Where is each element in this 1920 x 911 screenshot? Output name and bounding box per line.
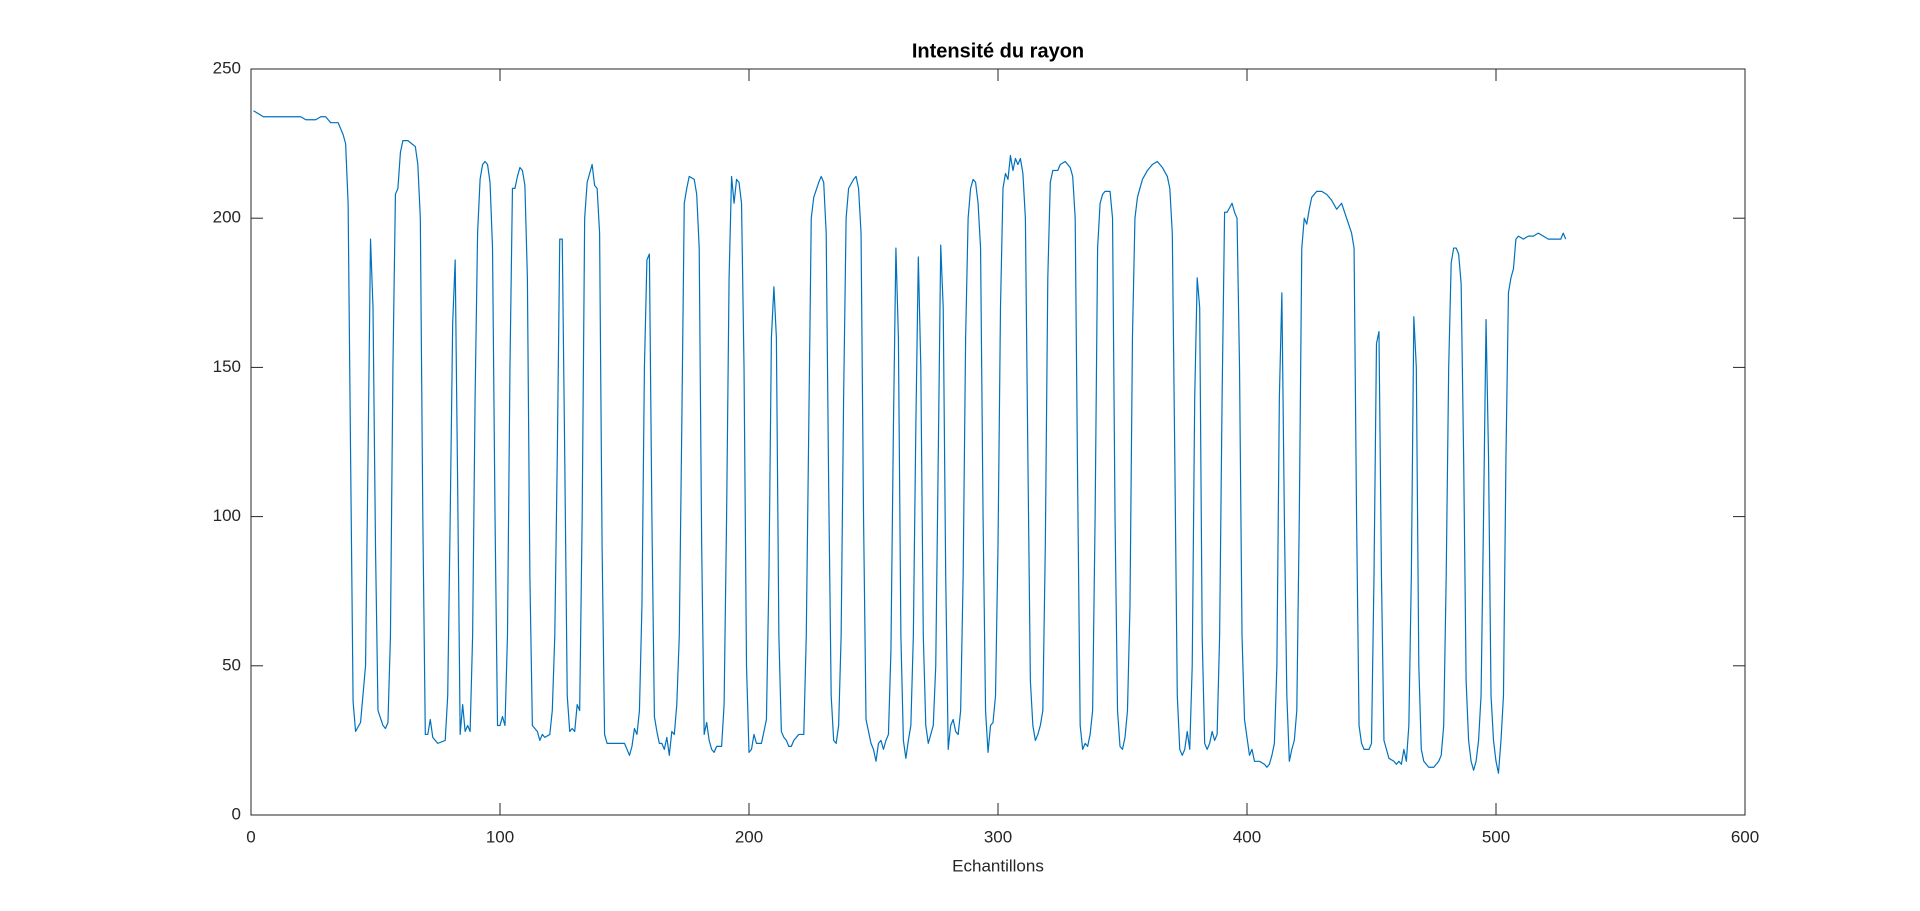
x-tick-label: 0 <box>246 827 255 846</box>
chart-title: Intensité du rayon <box>912 40 1084 62</box>
y-tick-label: 100 <box>213 506 241 525</box>
data-line <box>253 110 1567 774</box>
x-tick-label: 200 <box>735 827 763 846</box>
y-tick-label: 0 <box>232 804 241 823</box>
y-tick-label: 200 <box>213 208 241 227</box>
y-tick-label: 50 <box>222 655 241 674</box>
y-tick-label: 250 <box>213 58 241 77</box>
x-tick-label: 100 <box>486 827 514 846</box>
x-tick-label: 300 <box>984 827 1012 846</box>
x-axis-label: Echantillons <box>952 856 1044 875</box>
x-tick-label: 400 <box>1233 827 1261 846</box>
x-tick-label: 500 <box>1482 827 1510 846</box>
x-tick-label: 600 <box>1731 827 1759 846</box>
y-tick-label: 150 <box>213 357 241 376</box>
